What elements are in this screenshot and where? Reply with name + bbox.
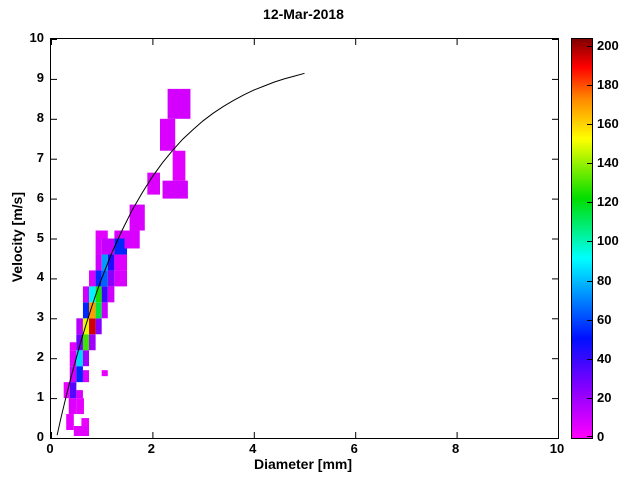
heatmap-cell <box>95 254 102 271</box>
y-tick-label: 8 <box>36 109 44 125</box>
heatmap-cell <box>95 270 102 287</box>
heatmap-cell <box>69 382 77 399</box>
heatmap-cell <box>76 350 83 367</box>
heatmap-cell <box>101 302 108 319</box>
colorbar-tick-label: 0 <box>597 429 605 444</box>
colorbar-tick <box>587 319 592 321</box>
y-tick-label: 6 <box>36 189 44 205</box>
heatmap-cell <box>114 270 128 287</box>
colorbar-tick <box>587 45 592 47</box>
colorbar <box>571 38 593 439</box>
colorbar-tick <box>587 84 592 86</box>
heatmap-cell <box>101 254 108 271</box>
heatmap-cell <box>107 254 115 271</box>
plot-title: 12-Mar-2018 <box>263 6 344 22</box>
colorbar-tick-label: 20 <box>597 389 612 405</box>
y-tick-label: 9 <box>36 69 44 85</box>
heatmap-cell <box>114 238 128 255</box>
heatmap-cell <box>69 350 77 367</box>
y-tick-label: 5 <box>36 229 44 245</box>
heatmap-cell <box>73 426 90 437</box>
colorbar-tick <box>587 397 592 399</box>
heatmap-cell <box>76 366 83 383</box>
colorbar-tick-label: 100 <box>597 233 619 249</box>
heatmap-cell <box>114 254 128 271</box>
colorbar-tick-label: 160 <box>597 116 619 132</box>
colorbar-tick-label: 180 <box>597 76 619 92</box>
heatmap-cell <box>66 414 74 431</box>
heatmap-cell <box>172 150 186 181</box>
x-tick-label: 2 <box>147 441 155 456</box>
heatmap-cell <box>82 286 90 303</box>
heatmap-cell <box>162 180 188 199</box>
heatmap-cell <box>89 318 96 335</box>
colorbar-tick <box>587 436 592 437</box>
heatmap-cell <box>160 118 176 151</box>
heatmap-cell <box>147 172 161 195</box>
colorbar-tick-label: 200 <box>597 37 619 53</box>
colorbar-tick-label: 140 <box>597 155 619 171</box>
colorbar-tick-label: 60 <box>597 311 612 327</box>
colorbar-tick <box>587 163 592 165</box>
y-tick-label: 4 <box>36 269 44 285</box>
heatmap-cell <box>89 270 96 287</box>
heatmap-cell <box>76 390 83 399</box>
y-tick-label: 1 <box>36 389 44 405</box>
y-tick-label: 7 <box>36 149 44 165</box>
heatmap-cell <box>76 398 84 415</box>
heatmap-cell <box>101 286 108 303</box>
x-tick-label: 4 <box>249 441 257 456</box>
y-tick-label: 2 <box>36 349 44 365</box>
heatmap-cell <box>89 302 96 319</box>
heatmap-cell <box>63 382 70 399</box>
y-tick-label: 0 <box>36 429 44 444</box>
colorbar-tick <box>587 241 592 243</box>
heatmap-cell <box>101 270 108 287</box>
x-tick-label: 0 <box>46 441 54 456</box>
x-tick-label: 8 <box>451 441 460 456</box>
heatmap-cell <box>82 350 90 367</box>
heatmap-cell <box>82 302 90 319</box>
heatmap-cell <box>76 334 83 351</box>
colorbar-tick <box>587 124 592 126</box>
heatmap-cell <box>107 286 115 303</box>
heatmap-cell <box>101 370 108 377</box>
heatmap-cell <box>82 370 90 383</box>
heatmap-cell <box>107 270 115 287</box>
colorbar-tick-label: 80 <box>597 272 612 288</box>
x-tick-label: 10 <box>549 441 565 456</box>
heatmap-cell <box>95 286 102 303</box>
x-tick-label: 6 <box>350 441 358 456</box>
x-axis-label: Diameter [mm] <box>253 456 353 472</box>
terminal-velocity-curve <box>56 72 305 436</box>
heatmap-cell <box>76 318 83 335</box>
colorbar-tick <box>587 280 592 282</box>
heatmap-cell <box>124 230 140 249</box>
heatmap-cell <box>69 366 77 383</box>
heatmap-cell <box>69 342 77 351</box>
colorbar-tick <box>587 202 592 204</box>
heatmap-cell <box>89 334 96 351</box>
y-tick-label: 3 <box>36 309 44 325</box>
heatmap-cell <box>95 302 102 319</box>
plot-area <box>50 38 559 439</box>
heatmap-cell <box>167 88 191 119</box>
heatmap-cell <box>89 286 96 303</box>
heatmap-cell <box>81 418 90 427</box>
colorbar-tick-label: 40 <box>597 350 612 366</box>
heatmap-cell <box>95 318 102 335</box>
heatmap-cell <box>95 238 102 255</box>
y-tick-label: 10 <box>29 30 44 45</box>
heatmap-cell <box>68 398 77 415</box>
heatmap-plot-svg <box>51 39 558 438</box>
heatmap-cell <box>129 204 145 231</box>
colorbar-tick-label: 120 <box>597 194 619 210</box>
heatmap-cell <box>82 334 90 351</box>
heatmap-cell <box>95 230 108 239</box>
heatmap-cell <box>101 238 115 255</box>
colorbar-tick <box>587 358 592 360</box>
